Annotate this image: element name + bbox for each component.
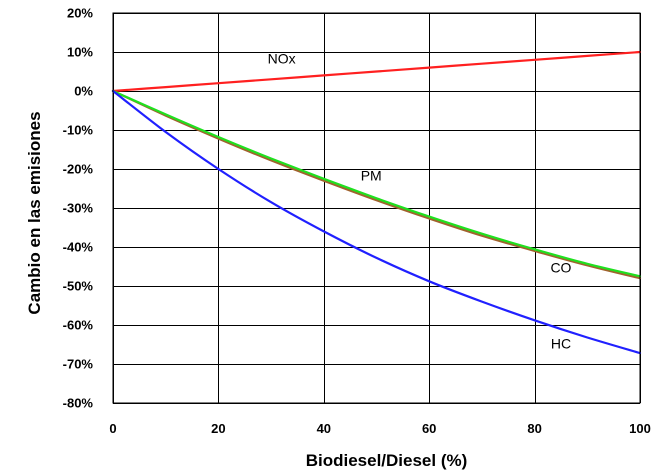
plot-frame [112, 12, 641, 404]
series-layer [111, 50, 642, 355]
series-label-hc: HC [551, 335, 571, 351]
x-axis-title: Biodiesel/Diesel (%) [306, 451, 468, 470]
series-line-nox [111, 50, 642, 93]
x-tick-label: 80 [527, 421, 541, 436]
y-tick-label: -30% [63, 201, 94, 216]
y-tick-label: -80% [63, 396, 94, 411]
y-tick-label: 10% [67, 45, 93, 60]
series-labels: NOx PM CO HC [268, 51, 572, 352]
x-tick-label: 100 [629, 421, 651, 436]
x-tick-label: 60 [422, 421, 436, 436]
y-tick-label: -60% [63, 318, 94, 333]
y-tick-label: -70% [63, 357, 94, 372]
x-tick-label: 20 [211, 421, 225, 436]
series-label-pm: PM [361, 168, 382, 184]
y-tick-label: 0% [74, 84, 93, 99]
y-axis-title: Cambio en las emisiones [25, 111, 44, 314]
series-line-co [111, 89, 642, 278]
y-tick-label: 20% [67, 6, 93, 21]
x-tick-label: 40 [317, 421, 331, 436]
series-label-nox: NOx [268, 51, 296, 67]
series-line-hc [111, 89, 642, 355]
series-label-co: CO [550, 259, 571, 275]
series-line-pm [111, 89, 642, 280]
y-tick-label: -10% [63, 123, 94, 138]
x-tick-labels: 0 20 40 60 80 100 [109, 421, 650, 436]
y-tick-label: -50% [63, 279, 94, 294]
y-tick-label: -20% [63, 162, 94, 177]
x-tick-label: 0 [109, 421, 116, 436]
y-tick-labels: 20% 10% 0% -10% -20% -30% -40% -50% -60% -70% -80% [63, 6, 94, 411]
y-tick-label: -40% [63, 240, 94, 255]
